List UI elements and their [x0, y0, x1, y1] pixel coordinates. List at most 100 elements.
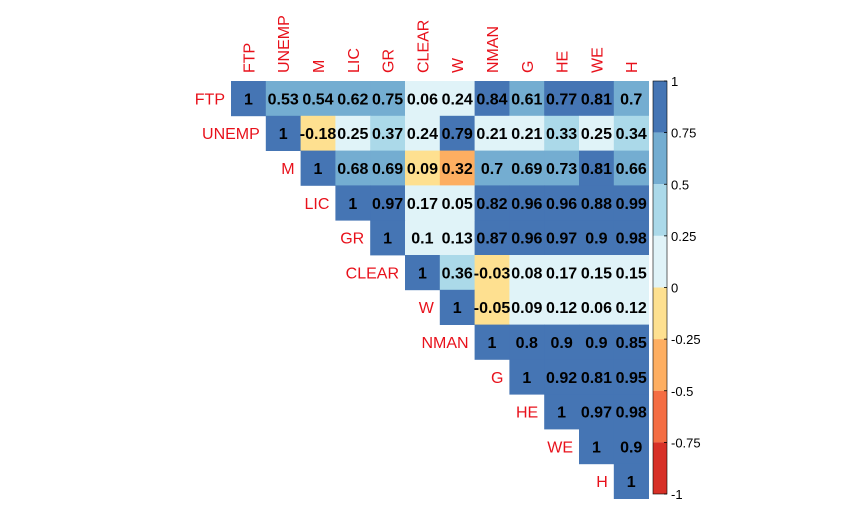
heatmap-cell: [613, 150, 649, 186]
row-label: UNEMP: [202, 126, 260, 143]
cell-value-label: 0.88: [581, 196, 612, 213]
heatmap-cell: [370, 150, 406, 186]
column-label: LIC: [346, 48, 363, 73]
cell-value-label: 0.84: [476, 91, 507, 108]
cell-value-label: 0.13: [442, 231, 473, 248]
cell-value-label: 0.99: [616, 196, 647, 213]
cell-value-label: 0.06: [407, 91, 438, 108]
cell-value-label: 0.92: [546, 370, 577, 387]
heatmap-cell: [579, 394, 615, 430]
cell-value-label: 0.32: [442, 161, 473, 178]
heatmap-cell: [544, 81, 580, 117]
legend-color-bin: [653, 390, 667, 443]
legend-tick-label: -1: [671, 487, 683, 502]
cell-value-label: 0.12: [616, 300, 647, 317]
cell-value-label: 0.09: [511, 300, 542, 317]
heatmap-cell: [474, 115, 510, 151]
cell-value-label: 0.05: [442, 196, 473, 213]
cell-value-label: 0.17: [546, 265, 577, 282]
heatmap-cell: [613, 255, 649, 291]
row-label: WE: [547, 439, 573, 456]
legend-tick-label: 0: [671, 281, 678, 296]
heatmap-cell: [509, 81, 545, 117]
row-label: NMAN: [421, 335, 468, 352]
cell-value-label: 0.34: [616, 126, 647, 143]
heatmap-cell: [613, 289, 649, 325]
heatmap-cell: [439, 115, 475, 151]
heatmap-cell: [474, 150, 510, 186]
column-label: HE: [555, 51, 572, 73]
heatmap-cell: [544, 150, 580, 186]
heatmap-cell: [439, 150, 475, 186]
column-label: G: [520, 61, 537, 73]
cell-value-label: 1: [488, 335, 497, 352]
column-label: GR: [381, 49, 398, 73]
cell-value-label: 0.12: [546, 300, 577, 317]
heatmap-cell: [613, 429, 649, 465]
cell-value-label: 1: [279, 126, 288, 143]
column-label: FTP: [241, 43, 258, 73]
heatmap-cell: [544, 115, 580, 151]
heatmap-cells: [231, 81, 649, 499]
heatmap-cell: [474, 255, 510, 291]
heatmap-cell: [579, 150, 615, 186]
heatmap-cell: [370, 81, 406, 117]
heatmap-cell: [509, 220, 545, 256]
heatmap-cell: [474, 185, 510, 221]
row-label: G: [491, 370, 503, 387]
legend-tick-label: 0.25: [671, 229, 696, 244]
legend-color-bin: [653, 339, 667, 391]
cell-value-label: 0.7: [620, 91, 642, 108]
cell-value-label: 0.53: [268, 91, 299, 108]
heatmap-cell: [474, 220, 510, 256]
cell-value-label: 0.66: [616, 161, 647, 178]
cell-value-label: 0.96: [511, 231, 542, 248]
heatmap-cell: [335, 185, 371, 221]
cell-value-label: 0.68: [337, 161, 368, 178]
cell-value-label: 0.36: [442, 265, 473, 282]
cell-value-label: 0.06: [581, 300, 612, 317]
cell-value-label: 0.8: [516, 335, 538, 352]
cell-value-label: 1: [244, 91, 253, 108]
cell-value-label: 0.33: [546, 126, 577, 143]
cell-value-label: 1: [383, 231, 392, 248]
cell-value-label: 1: [314, 161, 323, 178]
cell-value-label: 0.77: [546, 91, 577, 108]
heatmap-cell: [579, 324, 615, 360]
heatmap-cell: [231, 81, 267, 117]
cell-value-label: 0.98: [616, 405, 647, 422]
heatmap-cell: [579, 289, 615, 325]
heatmap-cell: [544, 185, 580, 221]
column-labels: FTP UNEMP M LIC GR CLEAR W NMAN G HE WE H: [241, 15, 641, 73]
cell-value-label: 0.81: [581, 370, 612, 387]
column-label: CLEAR: [415, 20, 432, 73]
column-label: M: [311, 60, 328, 73]
heatmap-cell: [300, 81, 336, 117]
heatmap-cell: [335, 150, 371, 186]
cell-value-label: 1: [627, 474, 636, 491]
heatmap-cell: [439, 220, 475, 256]
heatmap-cell: [335, 115, 371, 151]
heatmap-cell: [613, 220, 649, 256]
heatmap-cell: [544, 255, 580, 291]
row-label: W: [419, 300, 435, 317]
heatmap-cell: [439, 289, 475, 325]
legend-color-bin: [653, 81, 667, 133]
heatmap-cell: [579, 185, 615, 221]
heatmap-cell: [474, 289, 510, 325]
column-label: WE: [589, 47, 606, 73]
heatmap-cell: [613, 394, 649, 430]
heatmap-cell: [613, 115, 649, 151]
heatmap-cell: [544, 324, 580, 360]
cell-value-label: 0.24: [442, 91, 473, 108]
heatmap-cell: [509, 255, 545, 291]
cell-value-label: 0.08: [511, 265, 542, 282]
legend-tick-label: 0.5: [671, 177, 689, 192]
cell-value-label: 0.62: [337, 91, 368, 108]
cell-value-label: 0.24: [407, 126, 438, 143]
cell-value-label: 0.98: [616, 231, 647, 248]
row-label: GR: [340, 231, 364, 248]
legend-tick-label: -0.75: [671, 435, 701, 450]
cell-value-label: 0.95: [616, 370, 647, 387]
heatmap-cell: [405, 81, 441, 117]
